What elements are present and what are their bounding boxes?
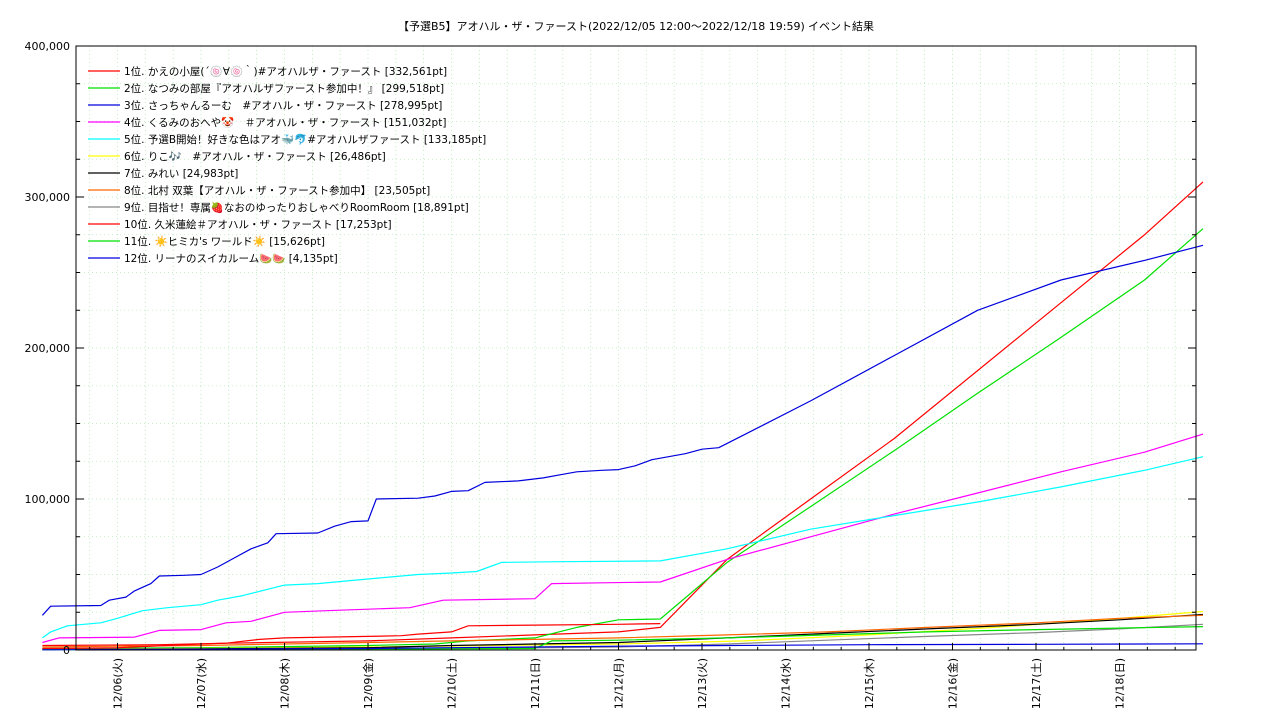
legend-label: 3位. さっちゃんるーむ #アオハル・ザ・ファースト [278,995pt] xyxy=(124,99,442,112)
x-tick-label: 12/17(土) xyxy=(1030,658,1043,709)
y-tick-label: 200,000 xyxy=(25,342,71,355)
axis-layer: 0 100,000 200,000 300,000 400,000 12/06(火) 12/… xyxy=(25,40,1196,709)
legend-label: 5位. 予選B開始！好きな色はアオ🐳🐬#アオハルザファースト [133,185p… xyxy=(124,133,486,146)
legend: 1位. かえの小屋(´🍥∀🍥｀)#アオハルザ・ファースト [332,561pt]… xyxy=(88,64,486,265)
x-tick-label: 12/15(木) xyxy=(863,658,876,709)
series-line xyxy=(42,614,1204,648)
x-tick-label: 12/13(火) xyxy=(696,658,709,709)
x-tick-label: 12/18(日) xyxy=(1114,658,1127,709)
legend-label: 7位. みれい [24,983pt] xyxy=(124,167,238,180)
y-tick-label: 300,000 xyxy=(25,191,71,204)
legend-label: 8位. 北村 双葉【アオハル・ザ・ファースト参加中】 [23,505pt] xyxy=(124,184,430,197)
x-tick-label: 12/06(火) xyxy=(112,658,125,709)
legend-label: 4位. くるみのおへや🤡 ＃アオハル・ザ・ファースト [151,032pt] xyxy=(124,116,446,129)
x-tick-label: 12/08(木) xyxy=(279,658,292,709)
legend-label: 11位. ☀️ヒミカ's ワールド☀️ [15,626pt] xyxy=(124,235,325,248)
legend-label: 2位. なつみの部屋『アオハルザファースト参加中！』 [299,518pt] xyxy=(124,82,444,95)
legend-label: 12位. リーナのスイカルーム🍉🍉 [4,135pt] xyxy=(124,252,338,265)
x-tick-label: 12/09(金) xyxy=(361,658,375,709)
series-line xyxy=(41,244,1204,616)
y-tick-label: 100,000 xyxy=(25,493,71,506)
x-tick-label: 12/12(月) xyxy=(613,658,626,709)
x-tick-label: 12/07(水) xyxy=(195,658,208,709)
legend-label: 10位. 久米蓮絵＃アオハル・ザ・ファースト [17,253pt] xyxy=(124,218,392,231)
grid-layer xyxy=(76,46,1196,650)
chart-subtitle: イベント結果 xyxy=(808,19,874,33)
legend-label: 9位. 目指せ！専属🍓なおのゆったりおしゃべりRoomRoom [18,891p… xyxy=(124,201,469,214)
legend-label: 6位. りこ🎶 #アオハル・ザ・ファースト [26,486pt] xyxy=(124,150,386,163)
chart-title: 【予選B5】アオハル・ザ・ファースト(2022/12/05 12:00〜2022… xyxy=(398,20,805,33)
series-line xyxy=(42,228,1204,650)
x-tick-label: 12/10(土) xyxy=(446,658,459,709)
legend-label: 1位. かえの小屋(´🍥∀🍥｀)#アオハルザ・ファースト [332,561pt] xyxy=(124,64,447,78)
x-tick-label: 12/11(日) xyxy=(529,658,542,709)
series-line xyxy=(42,433,1204,644)
series-line xyxy=(42,456,1204,639)
y-tick-label: 400,000 xyxy=(25,40,71,53)
x-tick-label: 12/16(金) xyxy=(946,658,960,709)
x-tick-label: 12/14(水) xyxy=(780,658,793,709)
series-line xyxy=(42,623,661,650)
series-line xyxy=(42,181,1204,647)
y-tick-label: 0 xyxy=(63,644,70,657)
